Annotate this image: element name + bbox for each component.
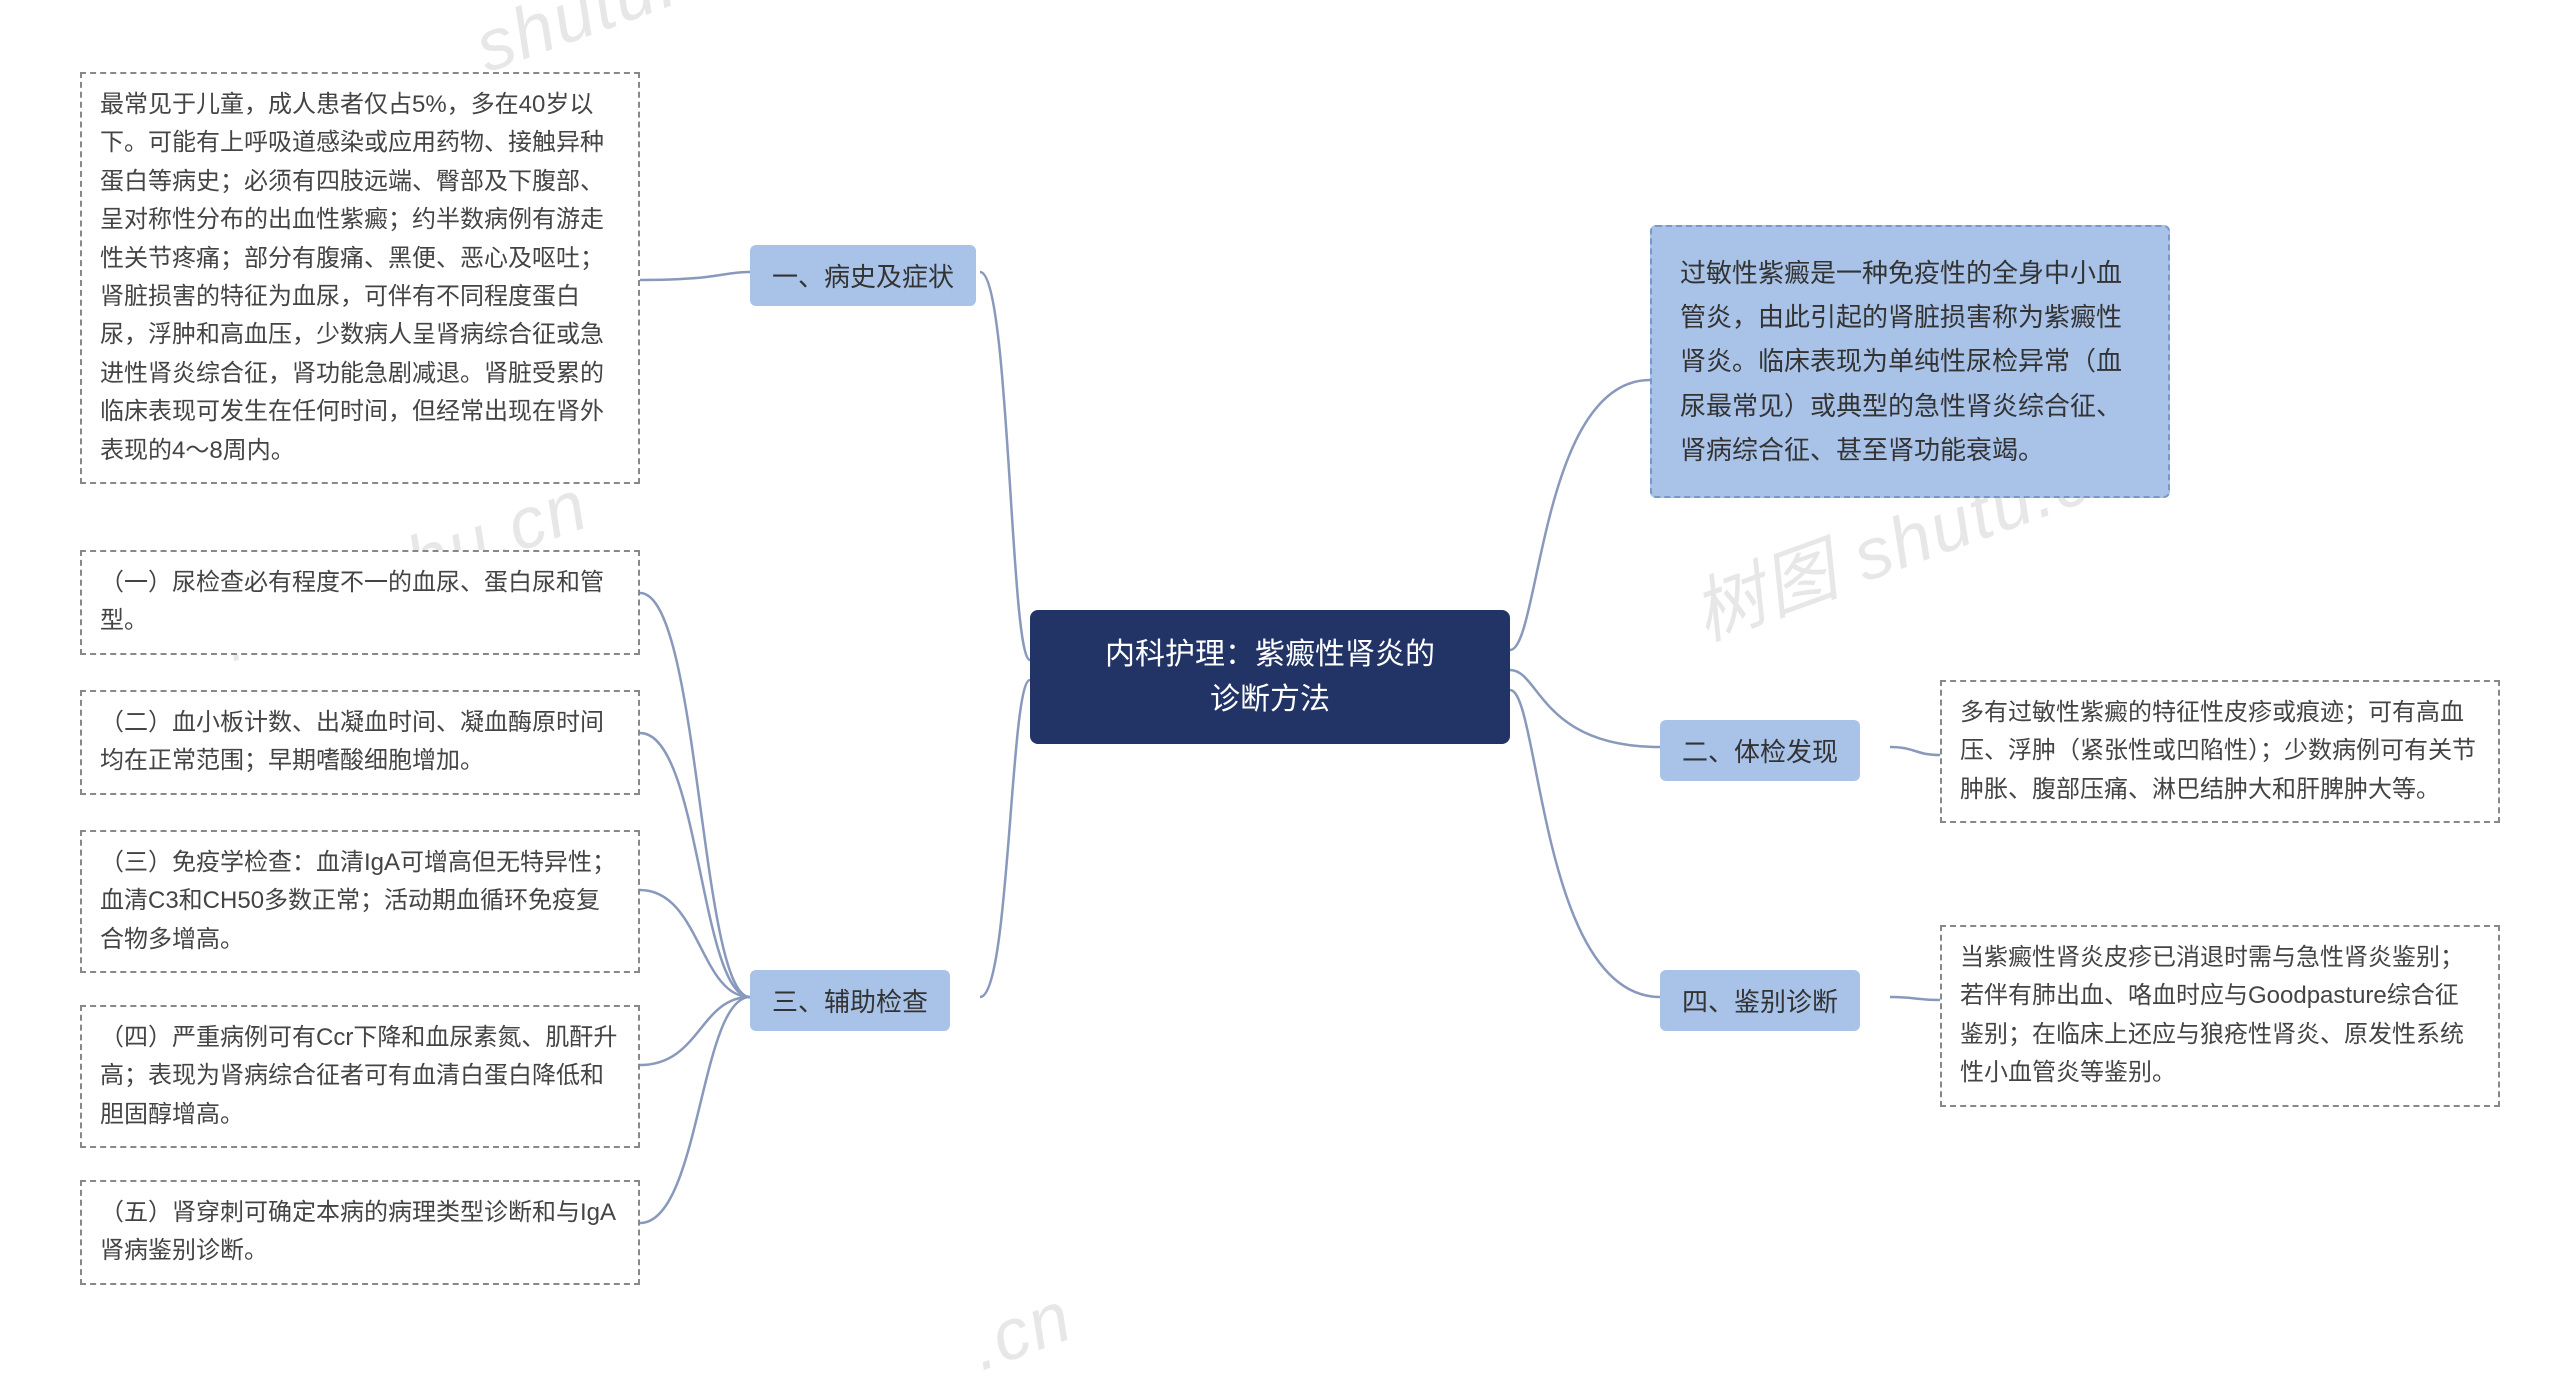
center-node: 内科护理：紫癜性肾炎的 诊断方法 xyxy=(1030,610,1510,744)
branch-diff: 四、鉴别诊断 xyxy=(1660,970,1860,1031)
watermark: .cn xyxy=(959,1275,1083,1387)
branch-exam: 二、体检发现 xyxy=(1660,720,1860,781)
branch-aux: 三、辅助检查 xyxy=(750,970,950,1031)
leaf-aux-2: （二）血小板计数、出凝血时间、凝血酶原时间均在正常范围；早期嗜酸细胞增加。 xyxy=(80,690,640,795)
branch-history: 一、病史及症状 xyxy=(750,245,976,306)
leaf-exam: 多有过敏性紫癜的特征性皮疹或痕迹；可有高血压、浮肿（紧张性或凹陷性）；少数病例可… xyxy=(1940,680,2500,823)
leaf-history: 最常见于儿童，成人患者仅占5%，多在40岁以下。可能有上呼吸道感染或应用药物、接… xyxy=(80,72,640,484)
intro-box: 过敏性紫癜是一种免疫性的全身中小血管炎，由此引起的肾脏损害称为紫癜性肾炎。临床表… xyxy=(1650,225,2170,498)
leaf-aux-5: （五）肾穿刺可确定本病的病理类型诊断和与IgA肾病鉴别诊断。 xyxy=(80,1180,640,1285)
leaf-diff: 当紫癜性肾炎皮疹已消退时需与急性肾炎鉴别；若伴有肺出血、咯血时应与Goodpas… xyxy=(1940,925,2500,1107)
leaf-aux-1: （一）尿检查必有程度不一的血尿、蛋白尿和管型。 xyxy=(80,550,640,655)
leaf-aux-4: （四）严重病例可有Ccr下降和血尿素氮、肌酐升高；表现为肾病综合征者可有血清白蛋… xyxy=(80,1005,640,1148)
leaf-aux-3: （三）免疫学检查：血清IgA可增高但无特异性；血清C3和CH50多数正常；活动期… xyxy=(80,830,640,973)
mindmap-canvas: 树图 shu.cn shutu.cn 树图 shutu.cn .cn xyxy=(0,0,2560,1385)
